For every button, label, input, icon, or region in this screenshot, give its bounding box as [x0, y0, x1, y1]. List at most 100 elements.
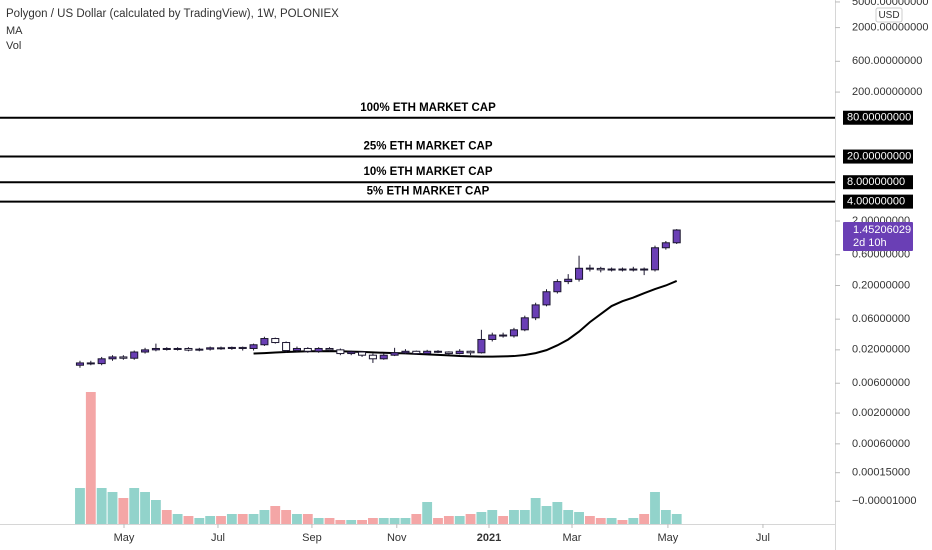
- x-tick-label: Nov: [387, 532, 407, 544]
- volume-bar: [595, 518, 606, 524]
- candle-body: [542, 291, 551, 306]
- candle-body: [629, 268, 638, 271]
- indicator-label: MA: [6, 25, 23, 37]
- candle-body: [444, 351, 453, 355]
- candle-body: [108, 356, 117, 360]
- y-tick-label: 0.00060000: [852, 438, 910, 450]
- volume-bar: [628, 518, 639, 524]
- candle-body: [640, 268, 649, 271]
- volume-bar: [194, 518, 205, 524]
- x-tick-label: 2021: [477, 532, 501, 544]
- volume-bar: [617, 520, 628, 524]
- candle-body: [238, 346, 247, 349]
- candle-body: [249, 344, 258, 349]
- x-tick-label: Jul: [756, 532, 770, 544]
- x-tick-label: May: [658, 532, 679, 544]
- candle-body: [347, 351, 356, 355]
- volume-bar: [140, 492, 150, 524]
- volume-bar: [248, 514, 259, 524]
- volume-bar: [281, 510, 292, 524]
- volume-bar: [487, 510, 498, 524]
- volume-bar: [563, 510, 574, 524]
- candle-body: [292, 347, 301, 352]
- price-label: 4.00000000: [847, 196, 905, 208]
- volume-bar: [129, 488, 140, 524]
- candle-body: [75, 362, 84, 366]
- candle-body: [509, 329, 518, 337]
- volume-bar: [335, 520, 346, 524]
- volume-bar: [96, 488, 107, 524]
- price-label: 20.00000000: [847, 150, 911, 162]
- candle-body: [618, 268, 627, 271]
- volume-bar: [85, 392, 96, 524]
- candle-body: [260, 338, 269, 346]
- candle-body: [672, 229, 681, 244]
- y-tick-label: 5000.00000000: [852, 0, 928, 8]
- volume-bar: [671, 514, 682, 524]
- candle-body: [575, 267, 584, 280]
- price-label-box: [843, 110, 913, 125]
- candle-body: [162, 347, 171, 350]
- candle-body: [303, 347, 312, 352]
- currency-box[interactable]: [875, 7, 903, 23]
- candle-body: [488, 334, 497, 340]
- candle-body: [173, 347, 182, 350]
- volume-bar: [226, 514, 237, 524]
- x-tick-label: Jul: [211, 532, 225, 544]
- horizontal-line-text: 10% ETH MARKET CAP: [363, 166, 492, 178]
- volume-bar: [606, 518, 617, 524]
- candle-body: [336, 349, 345, 355]
- currency-label[interactable]: USD: [878, 10, 899, 21]
- last-price-box: [843, 221, 913, 251]
- last-price-label: 1.45206029: [853, 224, 911, 236]
- candle-body: [282, 342, 291, 352]
- volume-bar: [324, 518, 335, 524]
- horizontal-line-text: 100% ETH MARKET CAP: [360, 102, 496, 114]
- volume-bar: [650, 492, 660, 524]
- y-tick-label: 0.06000000: [852, 313, 910, 325]
- volume-bar: [270, 506, 281, 524]
- candle-body: [499, 334, 508, 337]
- candle-body: [86, 362, 95, 365]
- volume-bar: [639, 514, 650, 524]
- price-label-box: [843, 149, 913, 164]
- y-tick-label: 2000.00000000: [852, 22, 928, 34]
- candle-body: [271, 338, 280, 344]
- candle-body: [368, 354, 377, 360]
- volume-bar: [367, 518, 378, 524]
- volume-bar: [454, 516, 465, 524]
- volume-bar: [465, 514, 476, 524]
- candle-body: [520, 317, 529, 331]
- x-tick-label: May: [114, 532, 135, 544]
- candle-body: [607, 268, 616, 271]
- volume-bar: [357, 520, 367, 524]
- candle-body: [455, 350, 464, 355]
- y-tick-label: 200.00000000: [852, 86, 922, 98]
- volume-bar: [411, 514, 422, 524]
- candle-body: [184, 347, 193, 351]
- y-tick-label: 0.02000000: [852, 344, 910, 356]
- moving-average-line: [253, 280, 678, 358]
- candle-body: [650, 247, 660, 271]
- horizontal-line-text: 25% ETH MARKET CAP: [363, 141, 492, 153]
- candle-body: [553, 281, 562, 293]
- volume-bar: [584, 516, 595, 524]
- y-tick-label: 600.00000000: [852, 55, 922, 67]
- candle-body: [661, 242, 670, 249]
- volume-bar: [574, 512, 584, 524]
- volume-bar: [476, 512, 487, 524]
- countdown-label: 2d 10h: [853, 237, 887, 249]
- volume-bar: [205, 516, 216, 524]
- volume-bar: [530, 498, 541, 524]
- candle-body: [390, 352, 399, 356]
- volume-bar: [378, 518, 389, 524]
- y-tick-label: 0.60000000: [852, 249, 910, 261]
- y-tick-label: 0.00015000: [852, 467, 910, 479]
- volume-bar: [498, 516, 509, 524]
- candle-body: [596, 267, 605, 271]
- volume-bar: [552, 502, 563, 524]
- candle-body: [119, 356, 128, 359]
- candle-body: [401, 350, 410, 354]
